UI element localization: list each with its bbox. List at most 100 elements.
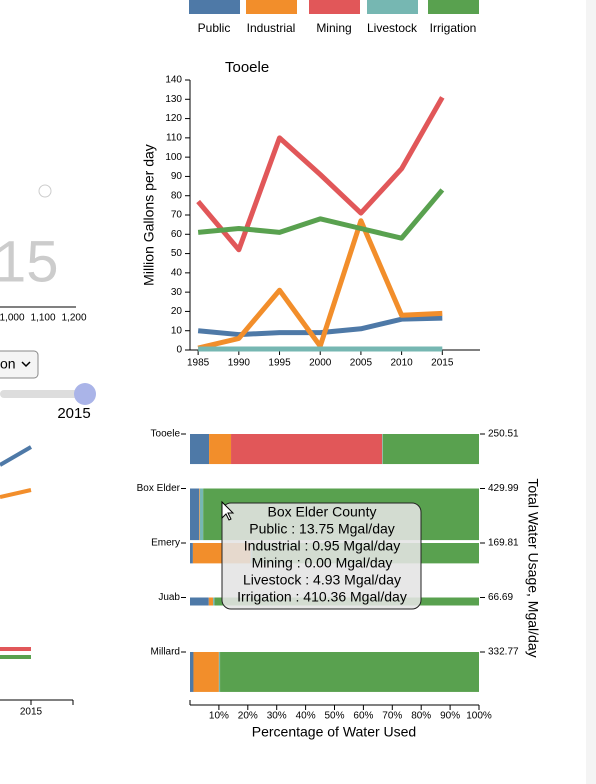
- total-label: 429.99: [488, 483, 519, 494]
- legend-swatch: [309, 0, 360, 14]
- y-axis-label: Million Gallons per day: [141, 144, 157, 286]
- x-tick-label: 90%: [440, 711, 460, 722]
- tooltip: Box Elder County Public : 13.75 Mgal/day…: [221, 500, 422, 610]
- legend-label: Livestock: [367, 21, 418, 35]
- x-tick-label: 1985: [187, 358, 210, 369]
- x-tick-label: 50%: [324, 711, 344, 722]
- x-tick-label: 20%: [238, 711, 258, 722]
- legend-swatch: [246, 0, 297, 14]
- x-tick-label: 2005: [350, 358, 373, 369]
- cursor: [221, 500, 235, 521]
- x-tick-label: 2000: [309, 358, 332, 369]
- series-line: [197, 218, 443, 351]
- x-axis-label: Percentage of Water Used: [252, 724, 416, 740]
- left-tick-label: 1,100: [30, 313, 55, 324]
- y-tick-label: 40: [171, 267, 183, 278]
- category-label: Juab: [158, 592, 180, 603]
- legend-swatch: [367, 0, 418, 14]
- y-tick-label: 120: [165, 113, 182, 124]
- bar-segment: [190, 543, 193, 564]
- y-tick-label: 80: [171, 190, 183, 201]
- y-tick-label: 140: [165, 75, 182, 86]
- y-tick-label: 20: [171, 306, 183, 317]
- x-tick-label: 80%: [411, 711, 431, 722]
- big-number: 15: [0, 229, 59, 294]
- y-tick-label: 60: [171, 229, 183, 240]
- y-tick-label: 100: [165, 152, 182, 163]
- legend-label: Irrigation: [430, 21, 477, 35]
- category-label: Box Elder: [137, 483, 181, 494]
- series-line: [196, 96, 445, 253]
- total-label: 332.77: [488, 647, 519, 658]
- category-label: Tooele: [151, 429, 181, 440]
- legend-label: Public: [198, 21, 231, 35]
- slider-label: 2015: [57, 405, 90, 422]
- y-tick-label: 110: [166, 132, 182, 143]
- bar-segment: [220, 652, 479, 692]
- left-line: [0, 488, 32, 499]
- legend-swatch: [428, 0, 479, 14]
- legend-swatch: [189, 0, 240, 14]
- y-tick-label: 70: [171, 210, 183, 221]
- y-tick-label: 0: [176, 345, 182, 356]
- marks: 0 10 20 30 40 50 60 70 80 90 100 110 120 130 140 1985 19…: [137, 0, 519, 722]
- bar-segment: [190, 434, 210, 465]
- x-tick-label: 1990: [228, 358, 251, 369]
- bar-segment: [213, 597, 215, 606]
- bar-segment: [209, 434, 232, 465]
- left-tick-label: 1,200: [61, 313, 86, 324]
- bar-segment: [190, 652, 194, 692]
- y-tick-label: 30: [171, 287, 183, 298]
- x-tick-label: 2015: [431, 358, 454, 369]
- bar-segment: [231, 434, 383, 465]
- left-line: [0, 445, 33, 467]
- scroll-strip: [586, 0, 596, 784]
- legend-label: Mining: [316, 21, 351, 35]
- category-label: Millard: [151, 647, 180, 658]
- x-tick-label: 1995: [268, 358, 291, 369]
- bar-segment: [190, 597, 209, 606]
- tooltip-line: Irrigation : 410.36 Mgal/day: [237, 589, 407, 605]
- y2-axis-label: Total Water Usage, Mgal/day: [525, 478, 541, 657]
- tooltip-line: Livestock : 4.93 Mgal/day: [243, 572, 401, 588]
- x-tick-label: 60%: [353, 711, 373, 722]
- x-tick-label: 10%: [209, 711, 229, 722]
- left-tick-label: 2015: [20, 707, 43, 718]
- x-tick-label: 70%: [382, 711, 402, 722]
- dropdown[interactable]: [0, 350, 39, 379]
- legend-label: Industrial: [247, 21, 296, 35]
- tooltip-box: [221, 502, 422, 610]
- bar-segment: [382, 434, 479, 465]
- y-tick-label: 10: [171, 325, 183, 336]
- x-tick-label: 2010: [390, 358, 413, 369]
- x-tick-label: 30%: [267, 711, 287, 722]
- category-label: Emery: [151, 538, 180, 549]
- total-label: 66.69: [488, 592, 513, 603]
- chart-title: Tooele: [225, 59, 269, 76]
- slider-knob[interactable]: [74, 383, 96, 405]
- bar-segment: [208, 597, 214, 606]
- tooltip-line: Industrial : 0.95 Mgal/day: [244, 538, 400, 554]
- series-line: [197, 315, 443, 338]
- dropdown-arrow: [21, 361, 31, 368]
- bar-segment: [218, 652, 221, 692]
- total-label: 169.81: [488, 538, 519, 549]
- tooltip-title: Box Elder County: [268, 504, 377, 520]
- bar-segment: [199, 488, 204, 541]
- tooltip-line: Mining : 0.00 Mgal/day: [252, 555, 393, 571]
- x-tick-label: 40%: [296, 711, 316, 722]
- y-tick-label: 90: [171, 171, 183, 182]
- bar-segment: [382, 434, 383, 465]
- bar-segment: [199, 488, 200, 541]
- y-tick-label: 130: [165, 94, 182, 105]
- bar-segment: [193, 652, 219, 692]
- dropdown-text[interactable]: on: [0, 356, 16, 372]
- left-tick-label: 1,000: [0, 313, 25, 324]
- total-label: 250.51: [488, 429, 519, 440]
- series-line: [197, 188, 445, 241]
- bar-segment: [190, 488, 200, 541]
- x-tick-label: 100%: [466, 711, 492, 722]
- map-dot: [38, 184, 52, 198]
